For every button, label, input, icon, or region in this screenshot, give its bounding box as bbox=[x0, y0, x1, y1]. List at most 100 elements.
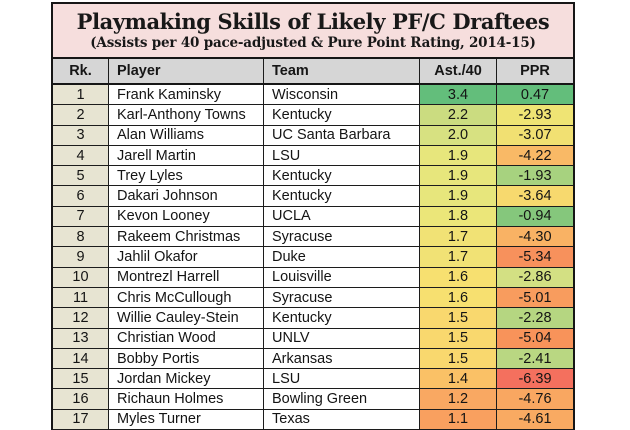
ppr-cell: -2.41 bbox=[497, 348, 573, 369]
ppr-cell: -4.30 bbox=[497, 227, 573, 247]
table-title: Playmaking Skills of Likely PF/C Draftee… bbox=[76, 9, 550, 34]
rank-cell: 2 bbox=[53, 105, 109, 125]
ppr-cell: -2.86 bbox=[497, 267, 573, 287]
team-cell: Arkansas bbox=[264, 348, 420, 369]
team-cell: Bowling Green bbox=[264, 389, 420, 409]
rank-cell: 5 bbox=[53, 166, 109, 186]
ast40-cell: 1.8 bbox=[420, 206, 497, 227]
ast40-cell: 1.5 bbox=[420, 328, 497, 348]
player-cell: Kevon Looney bbox=[109, 206, 264, 227]
rank-cell: 4 bbox=[53, 145, 109, 166]
ast40-cell: 1.9 bbox=[420, 186, 497, 206]
rank-cell: 16 bbox=[53, 389, 109, 409]
table-body: 1 Frank Kaminsky Wisconsin 3.4 0.47 2 Karl-Ant… bbox=[53, 85, 573, 430]
team-cell: UC Santa Barbara bbox=[264, 125, 420, 145]
ppr-cell: -0.94 bbox=[497, 206, 573, 227]
rank-cell: 1 bbox=[53, 85, 109, 105]
column-header-ppr: PPR bbox=[520, 63, 550, 79]
table-subtitle: (Assists per 40 pace-adjusted & Pure Poi… bbox=[90, 35, 536, 51]
column-header-row: Rk. Player Team Ast./40 PPR bbox=[53, 59, 573, 85]
ppr-cell: -2.93 bbox=[497, 105, 573, 125]
ppr-cell: -4.61 bbox=[497, 409, 573, 430]
table-row: 13 Christian Wood UNLV 1.5 -5.04 bbox=[53, 328, 573, 349]
column-header-ast40: Ast./40 bbox=[420, 59, 497, 83]
column-header-team: Team bbox=[264, 59, 420, 83]
table-row: 7 Kevon Looney UCLA 1.8 -0.94 bbox=[53, 206, 573, 228]
table-row: 17 Myles Turner Texas 1.1 -4.61 bbox=[53, 409, 573, 430]
ppr-cell: -4.76 bbox=[497, 389, 573, 409]
ppr-cell: -5.01 bbox=[497, 287, 573, 308]
table-row: 12 Willie Cauley-Stein Kentucky 1.5 -2.28 bbox=[53, 308, 573, 329]
ast40-cell: 2.2 bbox=[420, 105, 497, 125]
ast40-cell: 1.2 bbox=[420, 389, 497, 409]
ast40-cell: 1.6 bbox=[420, 267, 497, 287]
table-row: 2 Karl-Anthony Towns Kentucky 2.2 -2.93 bbox=[53, 105, 573, 126]
ppr-cell: -3.07 bbox=[497, 125, 573, 145]
team-cell: LSU bbox=[264, 369, 420, 389]
ast40-cell: 1.1 bbox=[420, 409, 497, 430]
draftees-table: Playmaking Skills of Likely PF/C Draftee… bbox=[51, 2, 575, 430]
player-cell: Karl-Anthony Towns bbox=[109, 105, 264, 125]
team-cell: UNLV bbox=[264, 328, 420, 348]
player-cell: Jarell Martin bbox=[109, 145, 264, 166]
rank-cell: 7 bbox=[53, 206, 109, 227]
player-cell: Chris McCullough bbox=[109, 287, 264, 308]
player-cell: Dakari Johnson bbox=[109, 186, 264, 206]
rank-cell: 12 bbox=[53, 308, 109, 328]
table-row: 10 Montrezl Harrell Louisville 1.6 -2.86 bbox=[53, 267, 573, 288]
player-cell: Rakeem Christmas bbox=[109, 227, 264, 247]
table-row: 3 Alan Williams UC Santa Barbara 2.0 -3.07 bbox=[53, 125, 573, 146]
table-row: 5 Trey Lyles Kentucky 1.9 -1.93 bbox=[53, 166, 573, 187]
ppr-cell: 0.47 bbox=[497, 85, 573, 105]
table-row: 6 Dakari Johnson Kentucky 1.9 -3.64 bbox=[53, 186, 573, 207]
team-cell: Wisconsin bbox=[264, 85, 420, 105]
table-row: 9 Jahlil Okafor Duke 1.7 -5.34 bbox=[53, 247, 573, 268]
team-cell: Kentucky bbox=[264, 186, 420, 206]
player-cell: Alan Williams bbox=[109, 125, 264, 145]
team-cell: LSU bbox=[264, 145, 420, 166]
ast40-cell: 1.7 bbox=[420, 247, 497, 267]
table-row: 8 Rakeem Christmas Syracuse 1.7 -4.30 bbox=[53, 227, 573, 248]
player-cell: Richaun Holmes bbox=[109, 389, 264, 409]
rank-cell: 15 bbox=[53, 369, 109, 389]
table-row: 15 Jordan Mickey LSU 1.4 -6.39 bbox=[53, 369, 573, 390]
ast40-cell: 1.6 bbox=[420, 287, 497, 308]
ppr-cell: -2.28 bbox=[497, 308, 573, 328]
ast40-cell: 1.5 bbox=[420, 308, 497, 328]
player-cell: Trey Lyles bbox=[109, 166, 264, 186]
table-row: 16 Richaun Holmes Bowling Green 1.2 -4.76 bbox=[53, 389, 573, 410]
ppr-cell: -6.39 bbox=[497, 369, 573, 389]
ast40-cell: 1.4 bbox=[420, 369, 497, 389]
rank-cell: 17 bbox=[53, 409, 109, 430]
ast40-cell: 1.5 bbox=[420, 348, 497, 369]
player-cell: Montrezl Harrell bbox=[109, 267, 264, 287]
table-row: 1 Frank Kaminsky Wisconsin 3.4 0.47 bbox=[53, 85, 573, 106]
column-header-player: Player bbox=[109, 59, 264, 83]
ast40-cell: 1.7 bbox=[420, 227, 497, 247]
column-header-rank: Rk. bbox=[53, 59, 109, 83]
team-cell: Kentucky bbox=[264, 308, 420, 328]
ppr-cell: -5.34 bbox=[497, 247, 573, 267]
player-cell: Jordan Mickey bbox=[109, 369, 264, 389]
rank-cell: 6 bbox=[53, 186, 109, 206]
ast40-cell: 1.9 bbox=[420, 145, 497, 166]
rank-cell: 11 bbox=[53, 287, 109, 308]
table-row: 11 Chris McCullough Syracuse 1.6 -5.01 bbox=[53, 287, 573, 309]
player-cell: Willie Cauley-Stein bbox=[109, 308, 264, 328]
player-cell: Myles Turner bbox=[109, 409, 264, 430]
team-cell: Kentucky bbox=[264, 105, 420, 125]
player-cell: Jahlil Okafor bbox=[109, 247, 264, 267]
team-cell: Syracuse bbox=[264, 227, 420, 247]
table-row: 4 Jarell Martin LSU 1.9 -4.22 bbox=[53, 145, 573, 167]
ppr-cell: -3.64 bbox=[497, 186, 573, 206]
rank-cell: 13 bbox=[53, 328, 109, 348]
table-row: 14 Bobby Portis Arkansas 1.5 -2.41 bbox=[53, 348, 573, 370]
rank-cell: 14 bbox=[53, 348, 109, 369]
player-cell: Christian Wood bbox=[109, 328, 264, 348]
rank-cell: 10 bbox=[53, 267, 109, 287]
ppr-cell: -4.22 bbox=[497, 145, 573, 166]
ast40-cell: 3.4 bbox=[420, 85, 497, 105]
rank-cell: 9 bbox=[53, 247, 109, 267]
rank-cell: 3 bbox=[53, 125, 109, 145]
